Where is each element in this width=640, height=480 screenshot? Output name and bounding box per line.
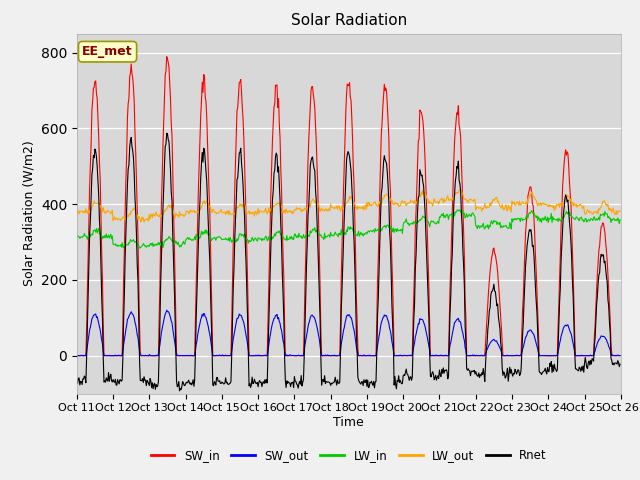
Line: SW_out: SW_out: [77, 310, 620, 356]
LW_in: [73, 233, 81, 239]
SW_out: [163, 307, 170, 313]
LW_in: [431, 220, 439, 226]
LW_out: [616, 208, 624, 214]
SW_in: [139, 353, 147, 359]
SW_out: [195, 324, 203, 330]
LW_out: [195, 208, 202, 214]
SW_in: [83, 324, 90, 330]
Rnet: [176, 388, 184, 394]
SW_out: [224, 353, 232, 359]
Y-axis label: Solar Radiation (W/m2): Solar Radiation (W/m2): [22, 141, 35, 287]
SW_out: [74, 353, 81, 359]
Text: EE_met: EE_met: [82, 45, 133, 58]
Title: Solar Radiation: Solar Radiation: [291, 13, 407, 28]
Rnet: [416, 167, 424, 172]
SW_out: [416, 316, 424, 322]
Rnet: [224, 382, 232, 387]
SW_in: [431, 353, 439, 359]
Rnet: [83, 354, 90, 360]
SW_in: [73, 353, 81, 359]
LW_out: [415, 193, 423, 199]
Rnet: [139, 376, 147, 382]
SW_in: [415, 136, 423, 142]
SW_out: [140, 353, 147, 359]
LW_out: [140, 215, 147, 220]
LW_out: [137, 219, 145, 225]
Rnet: [73, 377, 81, 383]
SW_in: [616, 353, 624, 359]
SW_in: [163, 54, 170, 60]
SW_out: [73, 353, 81, 359]
SW_in: [195, 184, 202, 190]
LW_out: [223, 210, 231, 216]
Rnet: [432, 372, 440, 378]
Line: Rnet: Rnet: [77, 133, 620, 391]
SW_in: [223, 353, 231, 359]
LW_in: [223, 236, 231, 242]
X-axis label: Time: Time: [333, 416, 364, 429]
Line: LW_in: LW_in: [77, 210, 620, 248]
Line: LW_out: LW_out: [77, 190, 620, 222]
SW_out: [84, 344, 92, 349]
SW_out: [432, 352, 440, 358]
LW_out: [431, 198, 439, 204]
LW_in: [616, 217, 624, 223]
Legend: SW_in, SW_out, LW_in, LW_out, Rnet: SW_in, SW_out, LW_in, LW_out, Rnet: [146, 444, 552, 467]
Line: SW_in: SW_in: [77, 57, 620, 356]
LW_out: [83, 208, 90, 214]
LW_in: [136, 245, 143, 251]
LW_in: [195, 237, 202, 242]
Rnet: [616, 361, 624, 367]
LW_in: [415, 218, 423, 224]
SW_out: [616, 353, 624, 359]
LW_in: [454, 207, 461, 213]
Rnet: [195, 213, 203, 219]
Rnet: [163, 131, 170, 136]
LW_in: [83, 234, 90, 240]
LW_in: [140, 240, 147, 246]
LW_out: [456, 187, 464, 193]
LW_out: [73, 208, 81, 214]
